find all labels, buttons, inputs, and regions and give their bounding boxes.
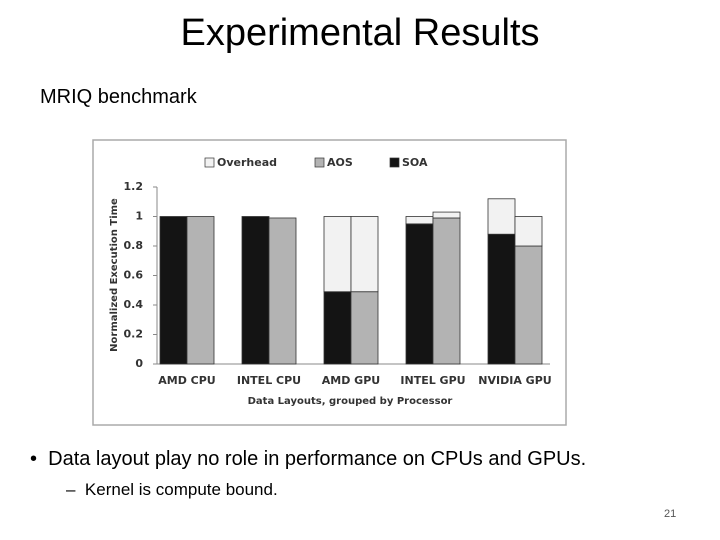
x-tick-label: AMD CPU [158,374,216,387]
sub-bullet-text: Kernel is compute bound. [84,480,278,499]
y-tick-label: 0 [135,357,143,370]
legend-swatch [314,157,325,168]
bar-segment [323,291,352,365]
bar-segment [241,216,270,365]
bar-segment [405,216,434,225]
y-tick-label: 1.2 [124,180,144,193]
bar-segment [514,245,543,365]
bar-segment [514,216,543,247]
y-axis-label: Normalized Execution Time [109,198,120,352]
bar-segment [432,211,461,219]
subtitle: MRIQ benchmark [40,86,197,108]
bar-segment [432,217,461,365]
x-tick-label: INTEL GPU [400,374,465,387]
y-tick-label: 1 [135,210,143,223]
bar-segment [350,291,379,365]
sub-bullet: – Kernel is compute bound. [66,480,278,499]
x-tick-label: NVIDIA GPU [478,374,551,387]
bullet-text: Data layout play no role in performance … [48,448,587,470]
legend-swatch [389,157,400,168]
x-tick-label: INTEL CPU [237,374,301,387]
bar-segment [186,216,215,365]
legend-swatch [204,157,215,168]
bar-segment [487,198,516,235]
legend-label: Overhead [217,156,277,169]
bullet: • Data layout play no role in performanc… [30,448,587,470]
x-axis-label: Data Layouts, grouped by Processor [248,396,453,407]
bar-segment [350,216,379,293]
bar-segment [405,223,434,365]
legend-label: AOS [327,156,353,169]
bar-segment [159,216,188,365]
bar-segment [323,216,352,293]
bar-segment [268,217,297,365]
y-tick-label: 0.2 [124,328,144,341]
x-tick-label: AMD GPU [322,374,380,387]
y-tick-label: 0.8 [124,239,144,252]
page-number: 21 [664,508,677,520]
slide-title: Experimental Results [180,12,540,54]
y-tick-label: 0.4 [124,298,144,311]
y-tick-label: 0.6 [124,269,144,282]
bar-segment [487,233,516,365]
legend-label: SOA [402,156,428,169]
